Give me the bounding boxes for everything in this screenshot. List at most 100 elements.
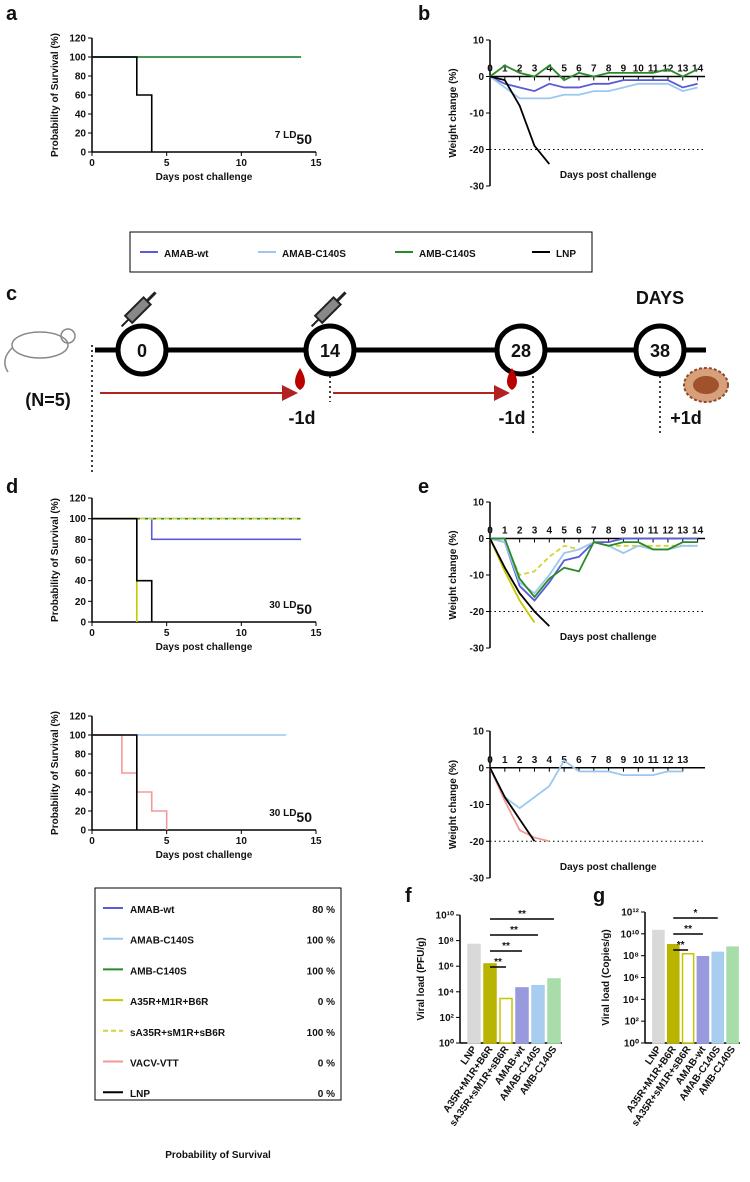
- timeline: 0 14 28 38 DAYS (N=5) -1d -1d +1d: [4, 288, 729, 472]
- x-tick-label: 13: [677, 755, 689, 766]
- bar: [547, 978, 561, 1044]
- y-tick-label: -10: [470, 800, 485, 811]
- y-tick-label: 0: [478, 72, 484, 83]
- x-tick-label: 7: [591, 526, 597, 537]
- legend-value: 80 %: [312, 905, 335, 916]
- x-tick-label: 10: [236, 836, 248, 847]
- bar: [726, 946, 739, 1044]
- y-axis-label: Weight change (%): [448, 530, 459, 619]
- y-tick-label: 100: [69, 53, 86, 64]
- y-axis-label: Viral load (PFU/g): [416, 937, 427, 1020]
- panel-label: c: [6, 283, 17, 305]
- y-tick-label: -30: [470, 644, 485, 655]
- x-tick-label: 1: [502, 526, 508, 537]
- legend-label: AMAB-C140S: [282, 249, 346, 260]
- y-tick-label: 120: [69, 34, 86, 45]
- series-line: [490, 537, 698, 599]
- bar: [467, 943, 481, 1044]
- y-tick-label: 10²: [440, 1013, 455, 1024]
- y-tick-label: -20: [470, 607, 485, 618]
- bleed-label: -1d: [499, 408, 526, 428]
- panel-label: a: [6, 3, 18, 25]
- legend-label: VACV-VTT: [130, 1059, 179, 1070]
- annotation: 7 LD50: [275, 130, 312, 147]
- blood-drop: [295, 368, 305, 390]
- legend-label: sA35R+sM1R+sB6R: [130, 1028, 226, 1039]
- annotation-sub: 50: [296, 601, 312, 617]
- x-tick-label: 8: [606, 64, 612, 75]
- y-tick-label: 0: [80, 148, 86, 159]
- y-axis-label: Probability of Survival (%): [50, 33, 61, 157]
- x-tick-label: 0: [487, 526, 493, 537]
- annotation: 30 LD50: [269, 808, 312, 825]
- legend-box: [129, 231, 593, 273]
- x-tick-label: 10: [633, 755, 645, 766]
- y-axis-label: Viral load (Copies/g): [601, 929, 612, 1026]
- y-tick-label: 0: [80, 618, 86, 629]
- annotation-sub: 50: [296, 809, 312, 825]
- y-tick-label: 40: [75, 110, 87, 121]
- significance-label: **: [684, 924, 692, 935]
- legend-box: [94, 887, 342, 1101]
- significance-label: **: [494, 957, 502, 968]
- y-tick-label: 10²: [625, 1017, 640, 1028]
- legend-value: 0 %: [318, 1059, 335, 1070]
- y-axis-label: Weight change (%): [448, 760, 459, 849]
- bar: [652, 929, 665, 1044]
- harvest-label: +1d: [670, 408, 702, 428]
- legend-value: 100 %: [307, 966, 335, 977]
- y-tick-label: 80: [75, 750, 87, 761]
- series-line: [489, 75, 551, 165]
- x-tick-label: 6: [576, 526, 582, 537]
- x-tick-label: 15: [310, 836, 322, 847]
- bar: [666, 944, 680, 1044]
- virus-icon: [683, 367, 729, 403]
- series-line: [92, 517, 138, 622]
- x-tick-label: 4: [547, 64, 553, 75]
- significance-label: **: [510, 925, 518, 936]
- y-tick-label: 10¹⁰: [621, 929, 639, 940]
- x-tick-label: 9: [621, 64, 627, 75]
- y-axis-label: Probability of Survival (%): [50, 498, 61, 622]
- x-axis-label: Days post challenge: [560, 862, 657, 873]
- y-tick-label: 0: [478, 534, 484, 545]
- x-tick-label: 13: [677, 64, 689, 75]
- group-label: (N=5): [25, 390, 71, 410]
- x-tick-label: 10: [633, 64, 645, 75]
- bar: [696, 955, 710, 1044]
- x-tick-label: 15: [310, 628, 322, 639]
- x-tick-label: 3: [532, 526, 538, 537]
- series-line: [489, 759, 683, 810]
- bleed-label: -1d: [289, 408, 316, 428]
- y-tick-label: 10⁰: [439, 1039, 454, 1050]
- x-tick-label: 1: [502, 755, 508, 766]
- y-tick-label: 120: [69, 494, 86, 505]
- y-tick-label: -20: [470, 145, 485, 156]
- day-marker: [115, 323, 169, 377]
- series-line: [92, 734, 138, 830]
- y-tick-label: 80: [75, 72, 87, 83]
- y-tick-label: -30: [470, 874, 485, 885]
- day-label: 0: [137, 341, 147, 361]
- y-tick-label: 60: [75, 91, 87, 102]
- y-tick-label: -30: [470, 182, 485, 193]
- x-tick-label: 0: [487, 64, 493, 75]
- x-tick-label: 5: [164, 628, 170, 639]
- x-tick-label: 8: [606, 755, 612, 766]
- significance-label: **: [502, 941, 510, 952]
- panel-label: f: [405, 885, 412, 907]
- bar: [515, 987, 529, 1044]
- annotation-sub: 50: [296, 131, 312, 147]
- x-tick-label: 12: [662, 755, 674, 766]
- mouse-icon: [4, 328, 76, 373]
- significance-label: **: [518, 909, 526, 920]
- y-tick-label: -10: [470, 571, 485, 582]
- x-tick-label: 0: [487, 755, 493, 766]
- x-tick-label: 5: [164, 158, 170, 169]
- x-tick-label: 15: [310, 158, 322, 169]
- x-tick-label: 5: [561, 526, 567, 537]
- legend-label: LNP: [130, 1089, 150, 1100]
- y-tick-label: 100: [69, 731, 86, 742]
- y-tick-label: 10⁰: [624, 1039, 639, 1050]
